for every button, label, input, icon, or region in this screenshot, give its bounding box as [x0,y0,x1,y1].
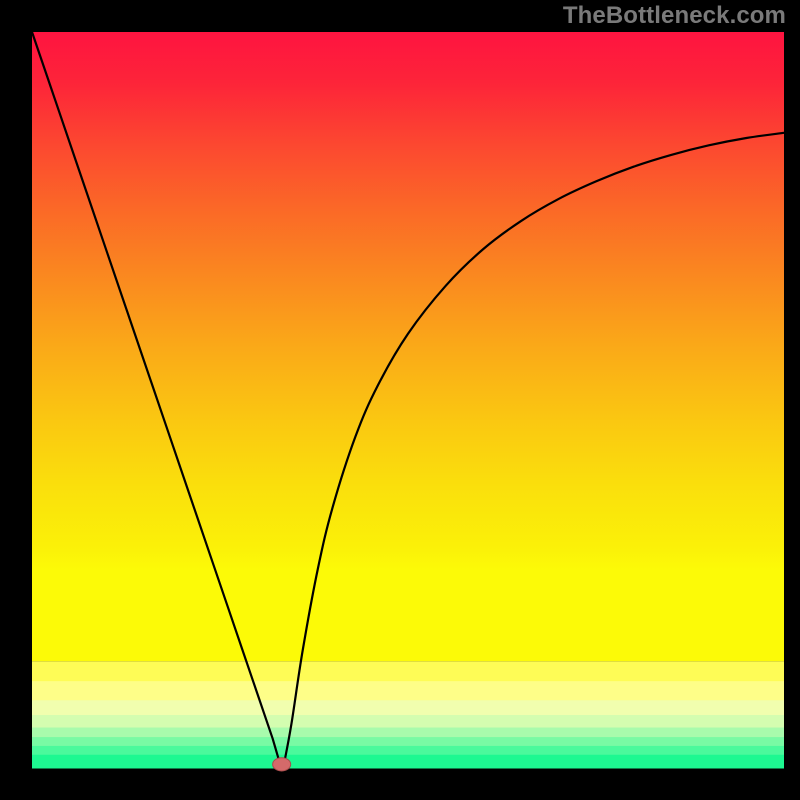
bottleneck-chart [0,0,800,800]
minimum-marker [273,758,291,771]
chart-frame: TheBottleneck.com [0,0,800,800]
watermark-text: TheBottleneck.com [563,2,786,30]
